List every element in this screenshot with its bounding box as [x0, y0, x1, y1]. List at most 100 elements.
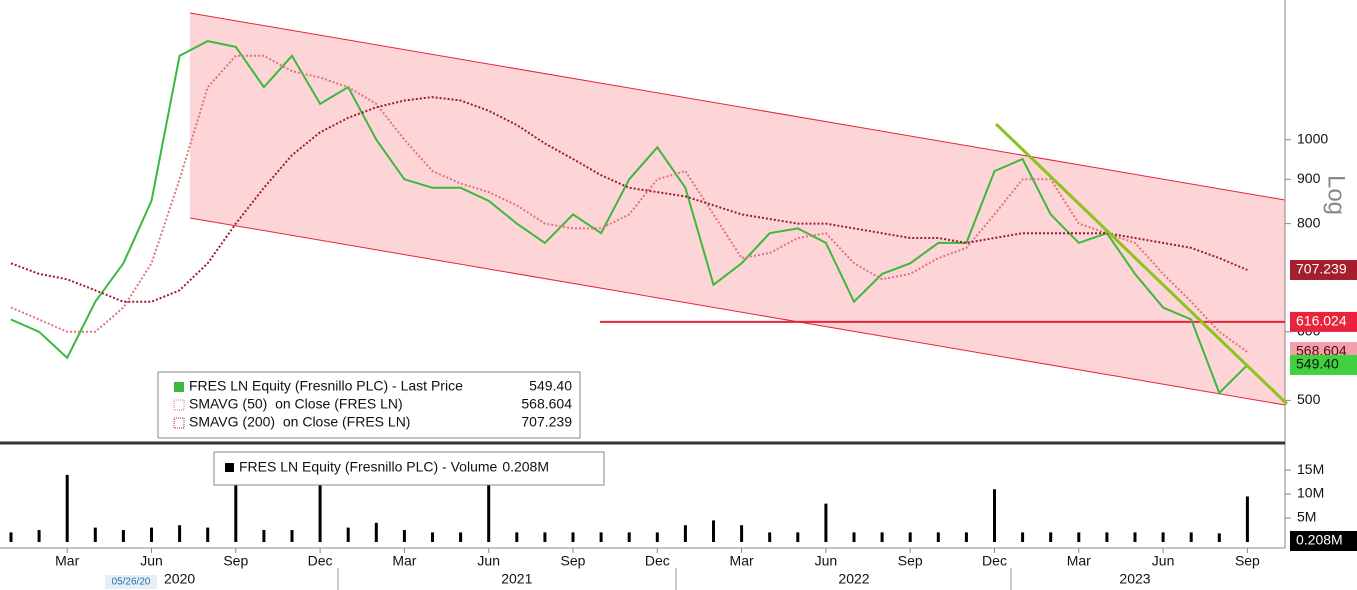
x-tick-label: Jun — [815, 553, 838, 569]
channel — [190, 13, 1285, 405]
volume-bar — [1189, 532, 1193, 542]
volume-bar — [431, 532, 434, 542]
volume-bar — [65, 474, 69, 542]
x-tick-label: Jun — [1152, 553, 1175, 569]
x-tick-label: Dec — [308, 553, 333, 569]
x-tick-label: Sep — [561, 553, 586, 569]
y-tick-label: 800 — [1297, 214, 1321, 230]
x-tick-label: Mar — [55, 553, 79, 569]
volume-bar — [740, 525, 744, 542]
layout — [0, 0, 1286, 590]
volume-bar — [964, 532, 968, 542]
volume-bar — [262, 530, 266, 542]
volume-bar — [487, 474, 491, 542]
volume-bar — [37, 530, 41, 542]
volume-bar — [627, 532, 631, 542]
legend-label: SMAVG (50) on Close (FRES LN) — [189, 396, 403, 412]
volume-bar — [993, 489, 996, 542]
series-line — [10, 54, 1248, 353]
year-label: 2020 — [164, 571, 195, 587]
volume-bar — [234, 484, 238, 542]
x-tick-label: Jun — [140, 553, 163, 569]
legend-swatch — [173, 399, 185, 411]
volume-bar — [150, 527, 153, 542]
x-tick-label: Sep — [1235, 553, 1260, 569]
value-tag-label: 568.604 — [1296, 343, 1347, 359]
volume-bar — [346, 527, 350, 542]
y-tick-label: 900 — [1297, 170, 1321, 186]
volume-bar — [318, 482, 322, 542]
series-line — [10, 40, 1249, 395]
volume-bar — [93, 527, 97, 542]
legend-label: FRES LN Equity (Fresnillo PLC) - Volume — [239, 459, 498, 475]
y-tick-label: 5M — [1297, 509, 1316, 525]
volume-bar — [712, 520, 715, 542]
volume-bar — [908, 532, 912, 542]
date-annotation: 05/26/20 — [112, 577, 151, 588]
volume-bar — [1105, 532, 1109, 542]
legend-value: 707.239 — [521, 414, 572, 430]
legend-value: 549.40 — [529, 378, 572, 394]
x-tick-label: Sep — [898, 553, 923, 569]
legend-swatch — [173, 417, 185, 429]
volume-bar — [178, 525, 182, 542]
legend-swatch — [225, 463, 234, 472]
volume-bar — [824, 503, 828, 542]
year-label: 2022 — [838, 571, 869, 587]
x-tick-label: Mar — [730, 553, 754, 569]
volume-bar — [599, 532, 603, 542]
volume-bar — [1049, 532, 1053, 542]
value-tag-label: 549.40 — [1296, 356, 1339, 372]
x-tick-label: Jun — [477, 553, 500, 569]
volume-bar — [852, 532, 856, 542]
volume-bar — [121, 530, 125, 542]
volume-bar — [1077, 532, 1081, 542]
volume-bar — [1217, 533, 1221, 542]
volume-bar — [515, 532, 519, 542]
y-tick-label: 1000 — [1297, 130, 1328, 146]
volume-bar — [459, 532, 463, 542]
volume-bar — [571, 532, 575, 542]
x-tick-label: Dec — [982, 553, 1007, 569]
volume-bar — [374, 522, 378, 542]
volume-bar — [9, 532, 13, 542]
volume-tag-label: 0.208M — [1296, 532, 1343, 548]
date-box — [105, 575, 157, 589]
volume-tag — [1290, 531, 1357, 551]
volume-bar — [290, 530, 294, 542]
legend-label: FRES LN Equity (Fresnillo PLC) - Last Pr… — [189, 378, 463, 394]
volume-bar — [206, 527, 210, 542]
y-tick-label: 10M — [1297, 485, 1324, 501]
volume-bar — [683, 525, 687, 542]
level-tag-label: 616.024 — [1296, 313, 1347, 329]
x-tick-label: Dec — [645, 553, 670, 569]
volume-bar — [768, 532, 772, 542]
x-tick-label: Sep — [223, 553, 248, 569]
volume-bar — [543, 532, 547, 542]
level-tag — [1290, 311, 1357, 332]
value-tag — [1290, 354, 1357, 375]
legend-value: 568.604 — [521, 396, 572, 412]
legend-label: SMAVG (200) on Close (FRES LN) — [189, 414, 410, 430]
value-tag — [1290, 259, 1357, 280]
x-tick-label: Mar — [392, 553, 416, 569]
year-label: 2023 — [1119, 571, 1150, 587]
volume-bar — [936, 532, 940, 542]
x-tick-label: Mar — [1067, 553, 1091, 569]
axis-label: Log — [1323, 175, 1350, 215]
channel-bottom — [189, 217, 1286, 406]
legend-swatch — [174, 382, 184, 392]
legend-value: 0.208M — [502, 459, 549, 475]
legend-box — [157, 371, 581, 439]
volume-bar — [796, 532, 800, 542]
y-tick-label: 500 — [1297, 391, 1321, 407]
volume-bar — [402, 530, 406, 542]
volume-bar — [1021, 532, 1025, 542]
series-line — [10, 96, 1248, 303]
volume-bar — [655, 532, 659, 542]
value-tag-label: 707.239 — [1296, 261, 1347, 277]
y-tick-label: 15M — [1297, 461, 1324, 477]
legend-box — [213, 451, 605, 486]
volume-bar — [880, 532, 884, 542]
